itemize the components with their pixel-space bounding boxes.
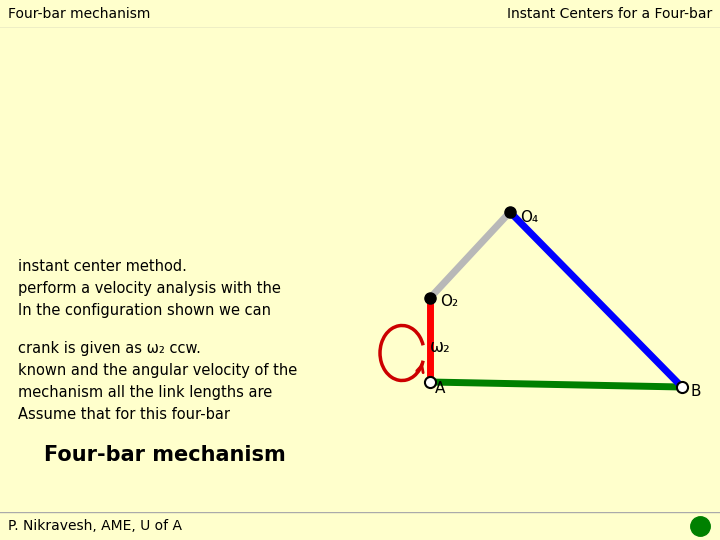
Text: mechanism all the link lengths are: mechanism all the link lengths are <box>18 385 272 400</box>
Text: instant center method.: instant center method. <box>18 259 187 274</box>
Text: crank is given as ω₂ ccw.: crank is given as ω₂ ccw. <box>18 341 201 356</box>
Text: P. Nikravesh, AME, U of A: P. Nikravesh, AME, U of A <box>8 519 182 533</box>
Text: ω₂: ω₂ <box>430 338 451 356</box>
Text: Four-bar mechanism: Four-bar mechanism <box>44 445 286 465</box>
Text: O₂: O₂ <box>440 294 458 309</box>
Text: perform a velocity analysis with the: perform a velocity analysis with the <box>18 281 281 296</box>
Text: A: A <box>435 381 446 396</box>
Text: Instant Centers for a Four-bar: Instant Centers for a Four-bar <box>507 7 712 21</box>
Text: Four-bar mechanism: Four-bar mechanism <box>8 7 150 21</box>
Text: Assume that for this four-bar: Assume that for this four-bar <box>18 407 230 422</box>
Text: known and the angular velocity of the: known and the angular velocity of the <box>18 363 297 378</box>
Text: B: B <box>690 384 701 399</box>
Text: O₄: O₄ <box>520 210 538 225</box>
Text: In the configuration shown we can: In the configuration shown we can <box>18 303 271 318</box>
